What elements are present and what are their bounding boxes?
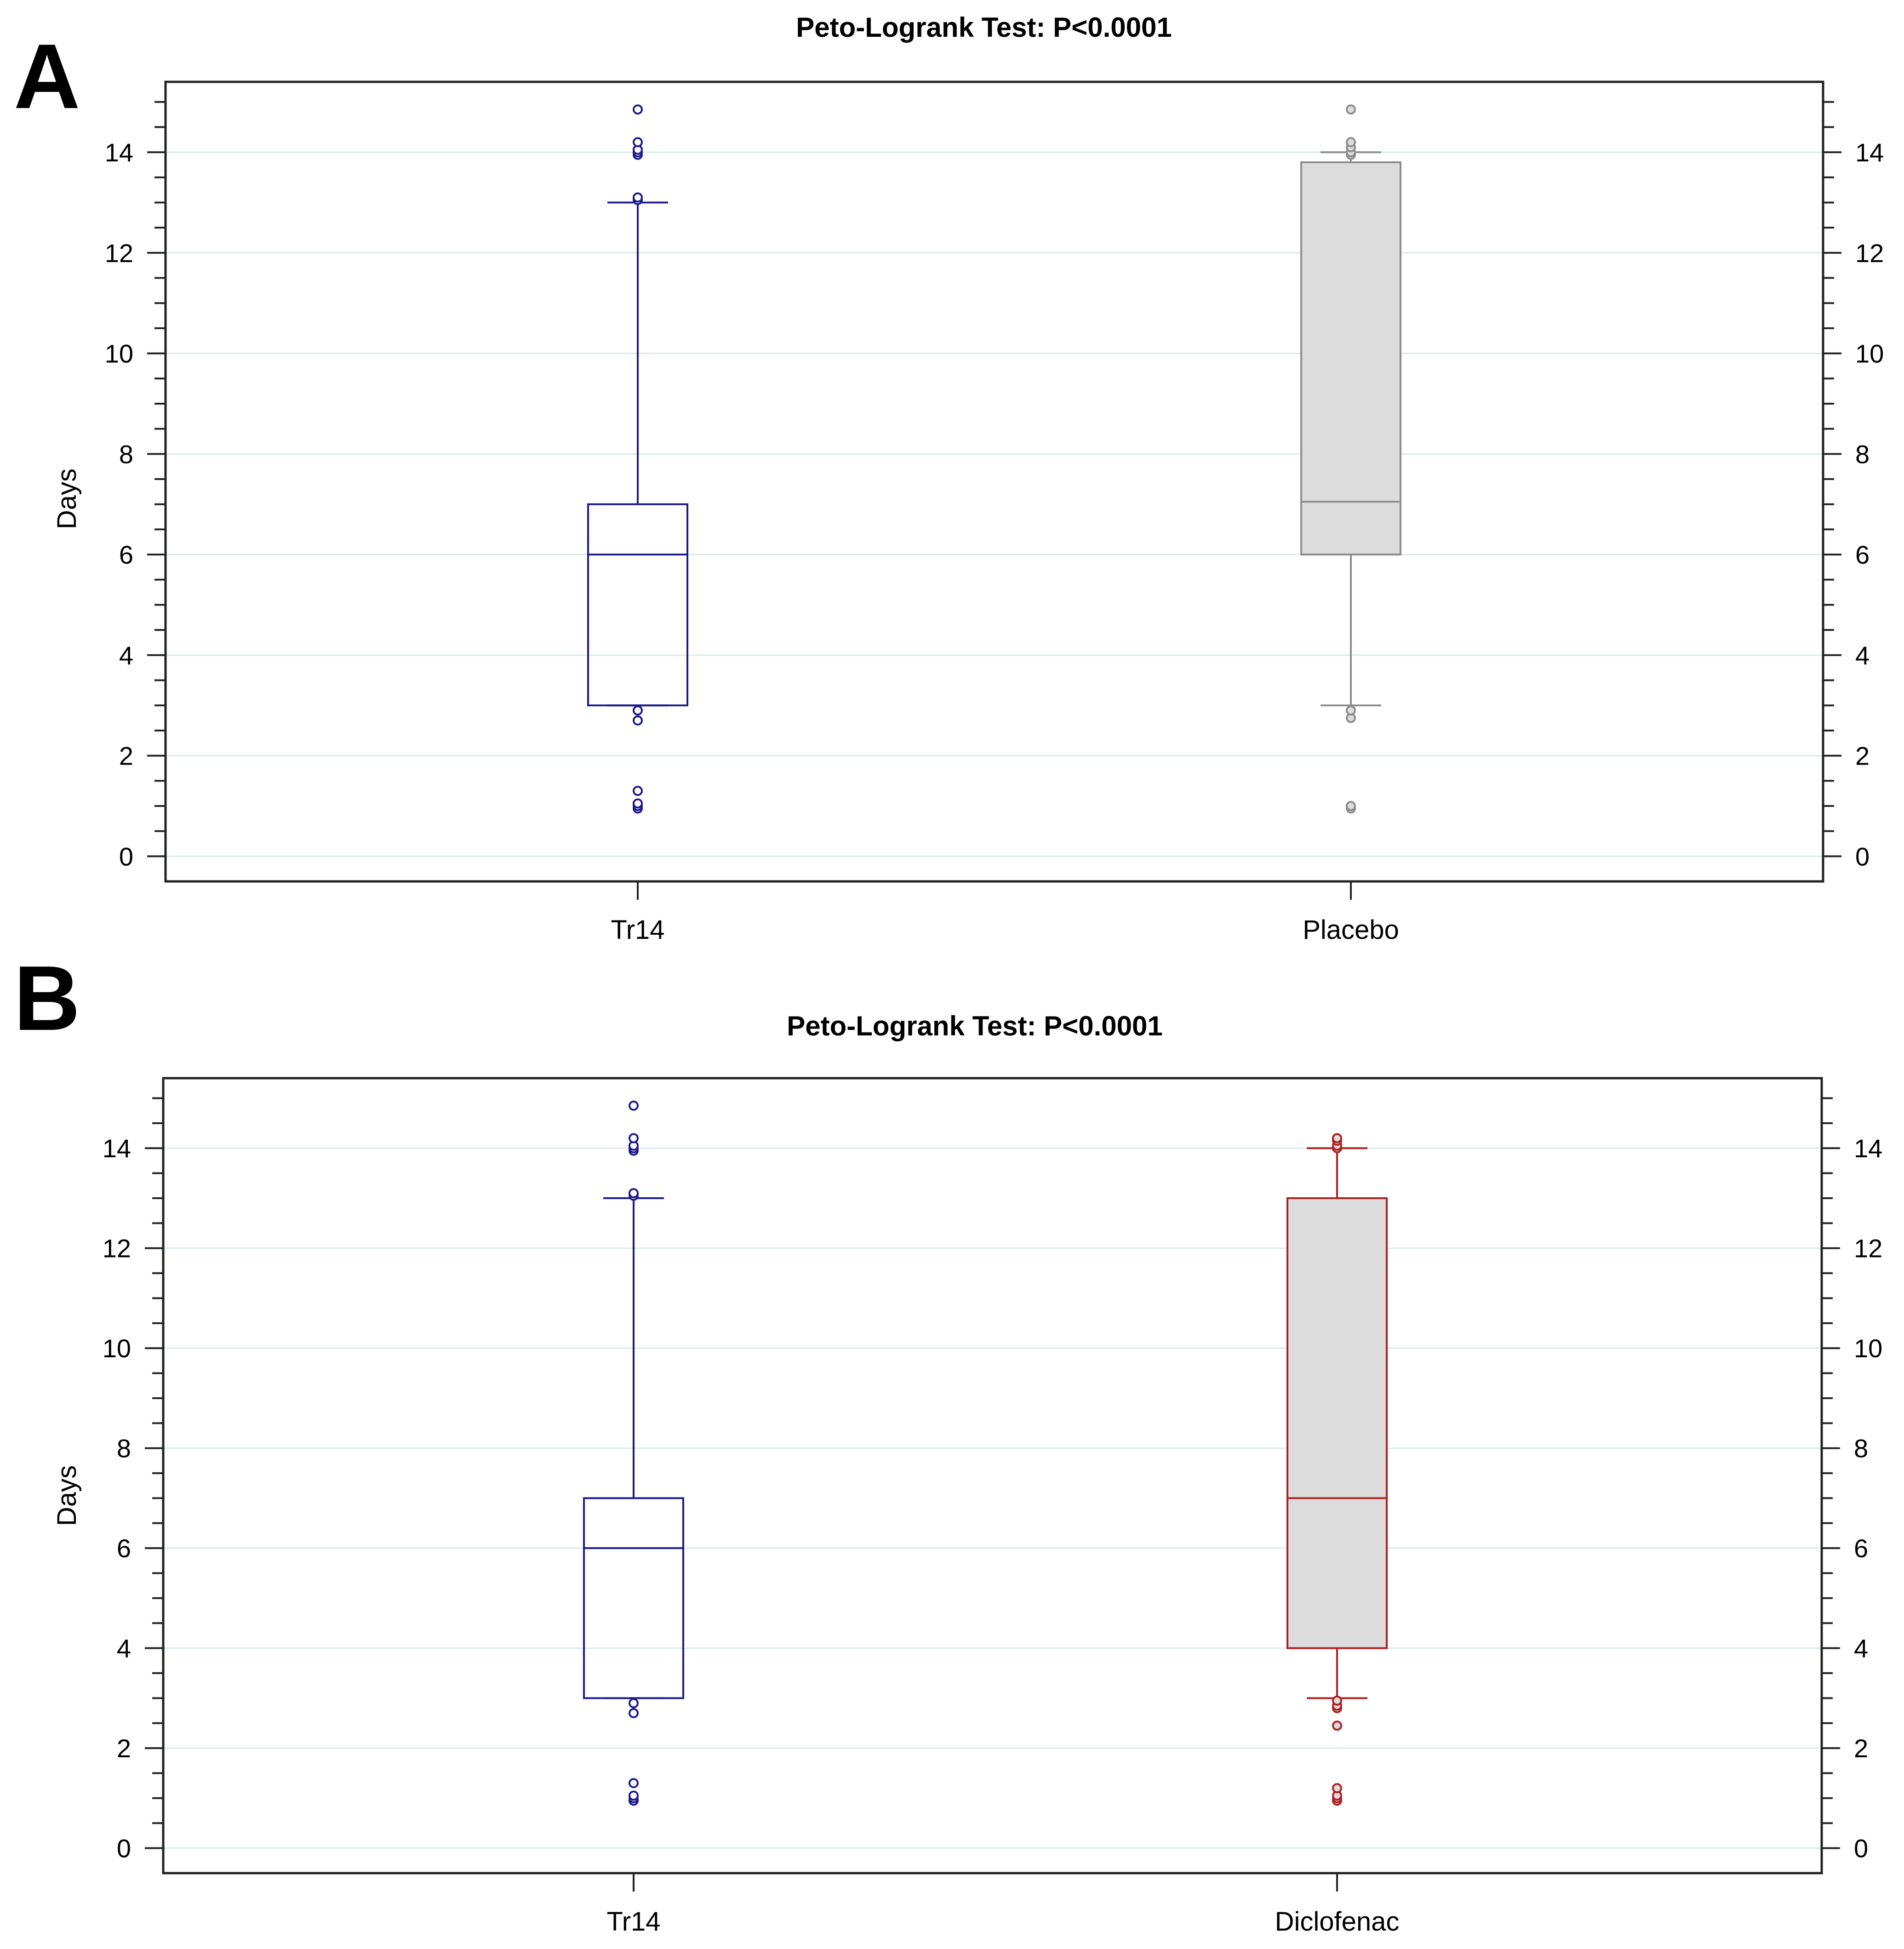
plot-frame <box>162 1077 1823 1875</box>
x-category-label: Placebo <box>1303 915 1399 945</box>
outlier-point <box>629 1100 639 1111</box>
chart-title-b: Peto-Logrank Test: P<0.0001 <box>787 1011 1163 1041</box>
outlier-point <box>633 786 643 796</box>
y-tick-label-left: 12 <box>105 239 133 268</box>
y-tick-label-left: 0 <box>117 1834 131 1863</box>
y-tick-label-left: 0 <box>119 842 133 871</box>
x-category-label: Diclofenac <box>1275 1907 1400 1937</box>
x-category-label: Tr14 <box>611 915 664 945</box>
y-tick-label-right: 14 <box>1854 1134 1882 1163</box>
outlier-point <box>633 798 643 809</box>
y-tick-label-left: 8 <box>117 1434 131 1463</box>
y-tick-label-right: 12 <box>1854 1234 1882 1263</box>
outlier-point <box>633 705 643 716</box>
box-iqr <box>1286 1197 1388 1649</box>
y-tick-label-right: 6 <box>1854 1534 1868 1563</box>
y-tick-label-left: 14 <box>103 1134 131 1163</box>
outlier-point <box>1346 104 1356 115</box>
outlier-point <box>1332 1783 1342 1794</box>
outlier-point <box>1346 705 1356 716</box>
y-tick-label-right: 12 <box>1855 239 1884 268</box>
y-tick-label-right: 6 <box>1855 540 1870 569</box>
box-diclofenac <box>1286 1133 1388 1806</box>
y-tick-label-left: 2 <box>117 1734 131 1763</box>
panel-letter-a: A <box>14 25 80 128</box>
outlier-point <box>633 715 643 726</box>
y-tick-label-right: 0 <box>1855 842 1870 871</box>
plot-area-a: 0 0 2 2 4 4 6 6 8 8 10 10 12 12 14 14 Tr14 Placebo <box>105 80 1884 945</box>
panel-a: A Peto-Logrank Test: P<0.0001 Days 0 0 2 2 4… <box>14 12 1884 945</box>
y-tick-label-left: 10 <box>105 339 133 368</box>
y-tick-label-right: 8 <box>1854 1434 1868 1463</box>
y-tick-label-left: 14 <box>105 138 133 167</box>
outlier-point <box>633 137 643 148</box>
y-tick-label-right: 10 <box>1854 1334 1882 1363</box>
y-tick-label-right: 2 <box>1854 1734 1868 1763</box>
outlier-point <box>1332 1720 1342 1731</box>
y-tick-label-right: 10 <box>1855 339 1884 368</box>
outlier-point <box>629 1778 639 1789</box>
y-tick-label-left: 6 <box>119 540 133 569</box>
y-tick-label-left: 10 <box>103 1334 131 1363</box>
y-tick-label-left: 4 <box>117 1634 131 1663</box>
y-tick-label-right: 0 <box>1854 1834 1868 1863</box>
y-tick-label-left: 8 <box>119 440 133 469</box>
plot-frame <box>164 80 1824 883</box>
y-tick-label-right: 4 <box>1854 1634 1868 1663</box>
chart-title-a: Peto-Logrank Test: P<0.0001 <box>796 12 1172 43</box>
outlier-point <box>629 1188 639 1199</box>
outlier-point <box>633 192 643 203</box>
plot-area-b: 0 0 2 2 4 4 6 6 8 8 10 10 12 12 14 14 Tr14 Diclofenac <box>103 1077 1882 1937</box>
outlier-point <box>629 1708 639 1719</box>
outlier-point <box>1332 1133 1342 1143</box>
outlier-point <box>1346 800 1356 811</box>
box-iqr <box>1300 161 1401 556</box>
y-tick-label-left: 4 <box>119 641 133 670</box>
outlier-point <box>629 1133 639 1143</box>
box-tr14 <box>587 104 688 814</box>
y-axis-label-a: Days <box>52 469 82 529</box>
box-iqr <box>583 1497 684 1699</box>
y-tick-label-right: 8 <box>1855 440 1870 469</box>
outlier-point <box>1332 1695 1342 1706</box>
y-tick-label-left: 2 <box>119 742 133 771</box>
box-placebo <box>1300 104 1401 814</box>
y-tick-label-left: 6 <box>117 1534 131 1563</box>
outlier-point <box>629 1698 639 1709</box>
box-iqr <box>587 503 688 707</box>
y-tick-label-left: 12 <box>103 1234 131 1263</box>
y-tick-label-right: 4 <box>1855 641 1870 670</box>
outlier-point <box>633 104 643 115</box>
box-tr14 <box>583 1100 684 1806</box>
x-category-label: Tr14 <box>606 1907 660 1937</box>
y-tick-label-right: 14 <box>1855 138 1884 167</box>
panel-letter-b: B <box>14 947 80 1050</box>
panel-b: B Peto-Logrank Test: P<0.0001 Days 0 0 2 2 4… <box>14 947 1882 1937</box>
outlier-point <box>629 1790 639 1801</box>
outlier-point <box>1346 137 1356 148</box>
y-tick-label-right: 2 <box>1855 742 1870 771</box>
y-axis-label-b: Days <box>52 1465 82 1526</box>
